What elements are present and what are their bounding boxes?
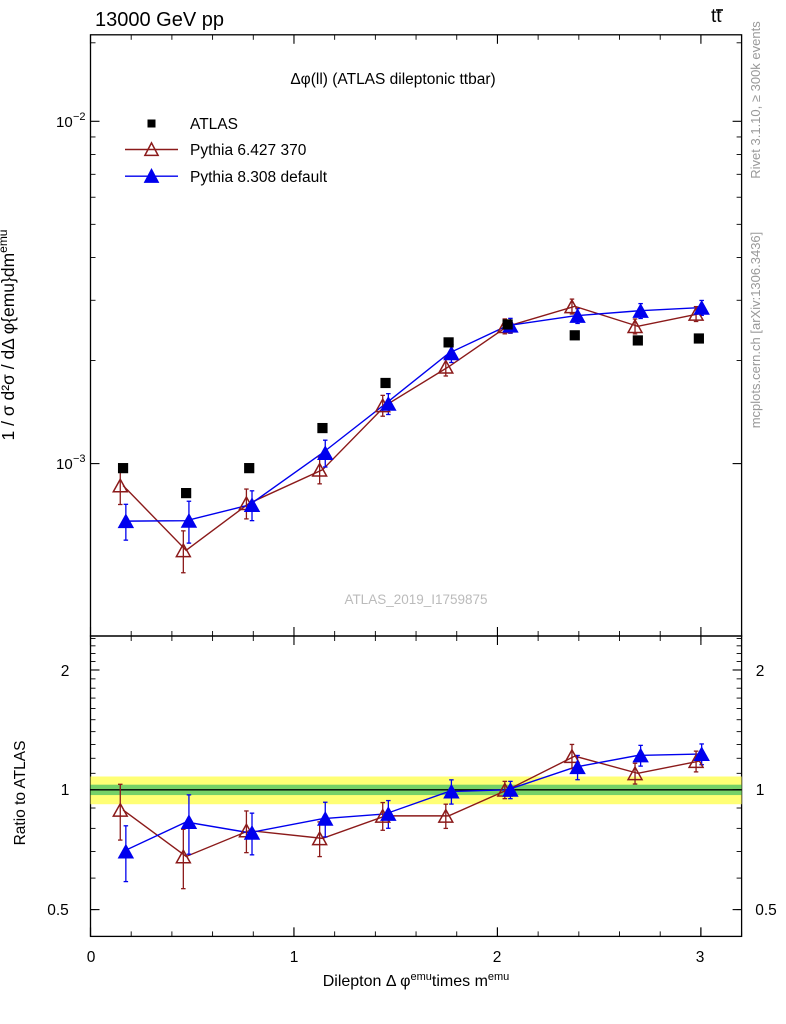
svg-text:Pythia 6.427 370: Pythia 6.427 370 [190, 142, 307, 159]
svg-text:1: 1 [756, 782, 765, 799]
svg-text:13000 GeV pp: 13000 GeV pp [95, 9, 224, 31]
svg-text:10: 10 [56, 114, 73, 131]
svg-text:2: 2 [756, 663, 765, 680]
svg-text:3: 3 [696, 949, 705, 966]
svg-text:2: 2 [493, 949, 502, 966]
svg-text:−2: −2 [73, 111, 86, 123]
svg-text:−3: −3 [73, 453, 86, 465]
svg-text:Pythia 8.308 default: Pythia 8.308 default [190, 169, 328, 186]
svg-text:10: 10 [56, 456, 73, 473]
svg-text:Ratio to ATLAS: Ratio to ATLAS [12, 741, 29, 846]
svg-text:mcplots.cern.ch [arXiv:1306.34: mcplots.cern.ch [arXiv:1306.3436] [748, 232, 763, 429]
svg-text:0.5: 0.5 [47, 902, 69, 919]
svg-text:1 / σ d²σ / dΔ φ{emu}dmemu: 1 / σ d²σ / dΔ φ{emu}dmemu [0, 230, 18, 441]
svg-text:ATLAS: ATLAS [190, 116, 238, 133]
svg-text:ATLAS_2019_I1759875: ATLAS_2019_I1759875 [344, 592, 487, 607]
svg-text:1: 1 [61, 782, 70, 799]
svg-text:0.5: 0.5 [755, 902, 777, 919]
svg-text:0: 0 [87, 949, 96, 966]
svg-text:Δφ(ll) (ATLAS dileptonic ttbar: Δφ(ll) (ATLAS dileptonic ttbar) [290, 71, 495, 88]
svg-text:1: 1 [290, 949, 299, 966]
svg-text:2: 2 [61, 663, 70, 680]
svg-text:tt: tt [711, 6, 722, 27]
svg-text:Rivet 3.1.10, ≥ 300k events: Rivet 3.1.10, ≥ 300k events [748, 21, 763, 179]
